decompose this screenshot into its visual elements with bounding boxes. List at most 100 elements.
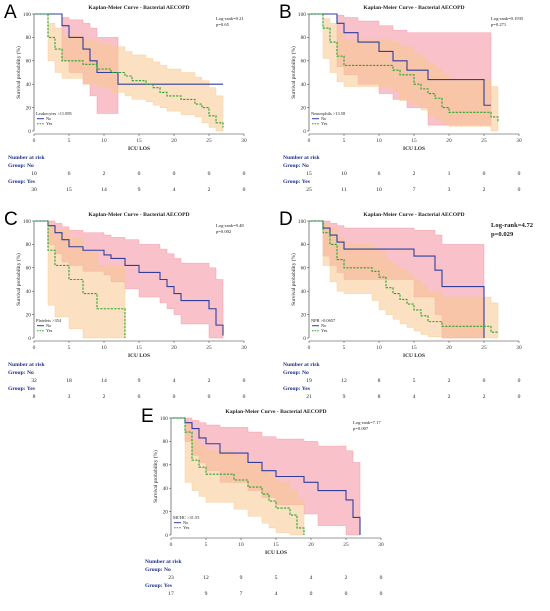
legend-title: MCHC >31.55 xyxy=(173,515,200,520)
risk-group-label: Group: No xyxy=(283,163,309,169)
risk-value: 0 xyxy=(138,394,141,400)
logrank-stat: Log-rank=9.48 xyxy=(216,223,244,228)
km-line-yes xyxy=(34,13,224,128)
risk-value: 9 xyxy=(138,187,141,193)
risk-group-label: Group: Yes xyxy=(283,386,311,392)
legend-title: Platelets >354 xyxy=(36,318,62,323)
risk-value: 0 xyxy=(483,378,486,384)
x-tick-label: 5 xyxy=(343,138,346,144)
legend-entry: Yes xyxy=(321,328,328,333)
risk-value: 2 xyxy=(483,187,486,193)
km-line-yes xyxy=(171,417,305,535)
risk-group-label: Group: Yes xyxy=(283,179,311,185)
chart-title: Kaplan-Meier Curve - Bacterial AECOPD xyxy=(225,409,326,415)
y-tick-label: 40 xyxy=(163,486,169,492)
logrank-stat: p=0.271 xyxy=(491,22,507,27)
x-tick-label: 0 xyxy=(33,138,36,144)
risk-heading: Number at risk xyxy=(8,362,45,368)
panel-label: E xyxy=(141,406,154,427)
logrank-stat: p=0.002 xyxy=(216,229,232,234)
x-tick-label: 5 xyxy=(205,542,208,548)
km-line-yes xyxy=(309,13,499,122)
risk-value: 2 xyxy=(413,171,416,177)
y-tick-label: 0 xyxy=(28,129,31,135)
risk-value: 5 xyxy=(275,575,278,581)
risk-value: 14 xyxy=(101,187,107,193)
km-line-no xyxy=(34,220,224,336)
risk-value: 2 xyxy=(208,378,211,384)
risk-value: 15 xyxy=(306,171,312,177)
risk-value: 8 xyxy=(378,378,381,384)
x-tick-label: 20 xyxy=(446,138,452,144)
risk-value: 4 xyxy=(275,591,278,597)
y-tick-label: 20 xyxy=(301,105,307,111)
y-tick-label: 60 xyxy=(301,266,307,272)
y-tick-label: 80 xyxy=(26,242,32,248)
risk-value: 6 xyxy=(378,171,381,177)
panel-label: D xyxy=(279,209,293,230)
x-tick-label: 15 xyxy=(411,345,417,351)
risk-value: 0 xyxy=(243,171,246,177)
legend-entry: Yes xyxy=(321,121,328,126)
x-tick-label: 25 xyxy=(343,542,349,548)
logrank-stat: p=0.007 xyxy=(353,426,369,431)
legend-entry: Yes xyxy=(46,121,53,126)
legend-entry: Yes xyxy=(183,525,190,530)
x-tick-label: 25 xyxy=(206,138,212,144)
y-tick-label: 0 xyxy=(165,533,168,539)
legend-title: Neutrophils >13.58 xyxy=(311,111,346,116)
x-axis-label: ICU LOS xyxy=(265,550,287,556)
panel-d: D Kaplan-Meier Curve - Bacterial AECOPD 0 2… xyxy=(279,209,534,400)
risk-value: 0 xyxy=(483,171,486,177)
risk-value: 0 xyxy=(518,187,521,193)
risk-value: 0 xyxy=(208,171,211,177)
risk-group-label: Group: No xyxy=(283,370,309,376)
risk-value: 2 xyxy=(208,187,211,193)
legend-title: NPR >0.0657 xyxy=(311,318,336,323)
x-tick-label: 10 xyxy=(376,345,382,351)
x-tick-label: 20 xyxy=(171,345,177,351)
risk-value: 21 xyxy=(306,394,312,400)
chart-title: Kaplan-Meier Curve - Bacterial AECOPD xyxy=(363,5,464,11)
x-tick-label: 0 xyxy=(308,138,311,144)
risk-group-label: Group: Yes xyxy=(8,179,36,185)
risk-heading: Number at risk xyxy=(145,559,182,565)
x-axis-label: ICU LOS xyxy=(403,353,425,359)
x-tick-label: 15 xyxy=(136,345,142,351)
y-tick-label: 40 xyxy=(301,82,307,88)
x-tick-label: 5 xyxy=(68,345,71,351)
risk-group-label: Group: No xyxy=(145,567,171,573)
legend-entry: No xyxy=(183,520,189,525)
panel-e: E Kaplan-Meier Curve - Bacterial AECOPD 0 2… xyxy=(141,406,384,597)
x-axis-label: ICU LOS xyxy=(128,353,150,359)
x-tick-label: 5 xyxy=(343,345,346,351)
km-line-no xyxy=(34,13,223,85)
risk-value: 30 xyxy=(31,187,37,193)
chart-title: Kaplan-Meier Curve - Bacterial AECOPD xyxy=(88,212,189,218)
km-line-no xyxy=(309,13,491,106)
risk-value: 0 xyxy=(173,394,176,400)
x-tick-label: 15 xyxy=(411,138,417,144)
risk-value: 9 xyxy=(138,378,141,384)
x-tick-label: 5 xyxy=(68,138,71,144)
risk-value: 1 xyxy=(448,171,451,177)
y-tick-label: 60 xyxy=(26,266,32,272)
logrank-stat: p=0.65 xyxy=(216,22,230,27)
risk-value: 7 xyxy=(413,187,416,193)
risk-value: 10 xyxy=(31,171,37,177)
risk-value: 0 xyxy=(138,171,141,177)
risk-value: 2 xyxy=(448,378,451,384)
x-tick-label: 0 xyxy=(170,542,173,548)
risk-group-label: Group: No xyxy=(8,370,34,376)
y-tick-label: 100 xyxy=(23,219,31,225)
x-tick-label: 30 xyxy=(516,138,522,144)
risk-value: 2 xyxy=(103,394,106,400)
risk-value: 3 xyxy=(68,394,71,400)
x-tick-label: 30 xyxy=(241,345,247,351)
risk-value: 12 xyxy=(203,575,209,581)
x-tick-label: 0 xyxy=(33,345,36,351)
y-tick-label: 100 xyxy=(23,12,31,18)
panel-label: B xyxy=(279,2,292,23)
y-tick-label: 60 xyxy=(301,59,307,65)
risk-value: 0 xyxy=(518,171,521,177)
